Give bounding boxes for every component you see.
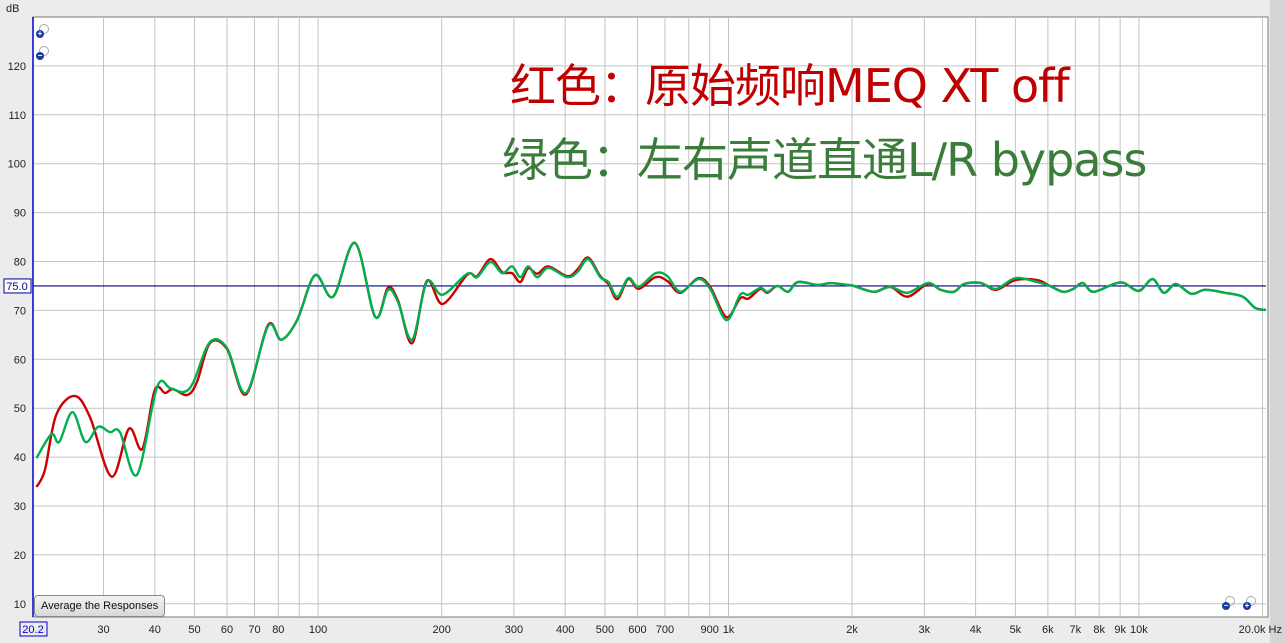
y-tick-label: 120 xyxy=(8,61,26,73)
annotation-green: 绿色：左右声道直通L/R bypass xyxy=(502,133,1147,187)
x-tick-label: 400 xyxy=(556,624,574,636)
x-tick-label: 1k xyxy=(723,624,735,636)
x-cursor-label: 20.2 xyxy=(22,624,43,636)
x-tick-label: 40 xyxy=(149,624,161,636)
zoom-out-icon[interactable]: − xyxy=(36,46,50,60)
x-tick-label: 700 xyxy=(656,624,674,636)
y-tick-label: 110 xyxy=(8,110,26,122)
x-tick-label: 6k xyxy=(1042,624,1054,636)
x-tick-label: 7k xyxy=(1070,624,1082,636)
x-tick-label: 30 xyxy=(97,624,109,636)
y-tick-label: 40 xyxy=(14,452,26,464)
y-tick-label: 60 xyxy=(14,354,26,366)
right-strip xyxy=(1270,0,1286,643)
y-tick-label: 70 xyxy=(14,305,26,317)
x-tick-label: 10k xyxy=(1130,624,1148,636)
y-tick-label: 20 xyxy=(14,550,26,562)
reference-value-box xyxy=(3,278,32,294)
x-tick-label: 3k xyxy=(919,624,931,636)
reference-line: 75.0 xyxy=(3,17,1266,617)
x-tick-label: 200 xyxy=(432,624,450,636)
x-tick-label: 900 xyxy=(701,624,719,636)
x-tick-label: 9k xyxy=(1114,624,1126,636)
x-tick-label: 2k xyxy=(846,624,858,636)
x-tick-label: 8k xyxy=(1093,624,1105,636)
x-tick-label: 100 xyxy=(309,624,327,636)
zoom-out-icon[interactable]: − xyxy=(1222,596,1236,610)
plot-area xyxy=(32,16,1269,618)
y-tick-label: 50 xyxy=(14,403,26,415)
x-axis: 30 40 50 60 70 80 100 200 300 400 500 600 700 900 1k 2k… xyxy=(19,621,1282,637)
y-tick-label: 30 xyxy=(14,501,26,513)
average-responses-button[interactable]: Average the Responses xyxy=(34,595,166,617)
y-axis: 10 20 30 40 50 60 70 80 90 100 110 120 xyxy=(8,61,26,611)
x-end-label: 20.0k Hz xyxy=(1239,624,1282,636)
x-tick-label: 5k xyxy=(1010,624,1022,636)
x-tick-label: 80 xyxy=(272,624,284,636)
y-tick-label: 10 xyxy=(14,599,26,611)
reference-value-label: 75.0 xyxy=(6,281,27,293)
y-axis-unit: dB xyxy=(6,3,19,15)
x-tick-label: 300 xyxy=(505,624,523,636)
x-tick-label: 500 xyxy=(596,624,614,636)
zoom-in-icon[interactable]: + xyxy=(1243,596,1257,610)
curves xyxy=(35,241,1267,488)
y-tick-label: 80 xyxy=(14,256,26,268)
x-tick-label: 60 xyxy=(221,624,233,636)
annotation-red: 红色：原始频响MEQ XT off xyxy=(510,59,1070,113)
y-tick-label: 90 xyxy=(14,208,26,220)
x-tick-label: 50 xyxy=(188,624,200,636)
x-tick-label: 4k xyxy=(970,624,982,636)
x-cursor-box xyxy=(19,621,48,637)
y-tick-label: 100 xyxy=(8,159,26,171)
zoom-in-icon[interactable]: + xyxy=(36,24,50,38)
series-line-green xyxy=(35,241,1267,477)
x-tick-label: 70 xyxy=(248,624,260,636)
x-tick-label: 600 xyxy=(628,624,646,636)
